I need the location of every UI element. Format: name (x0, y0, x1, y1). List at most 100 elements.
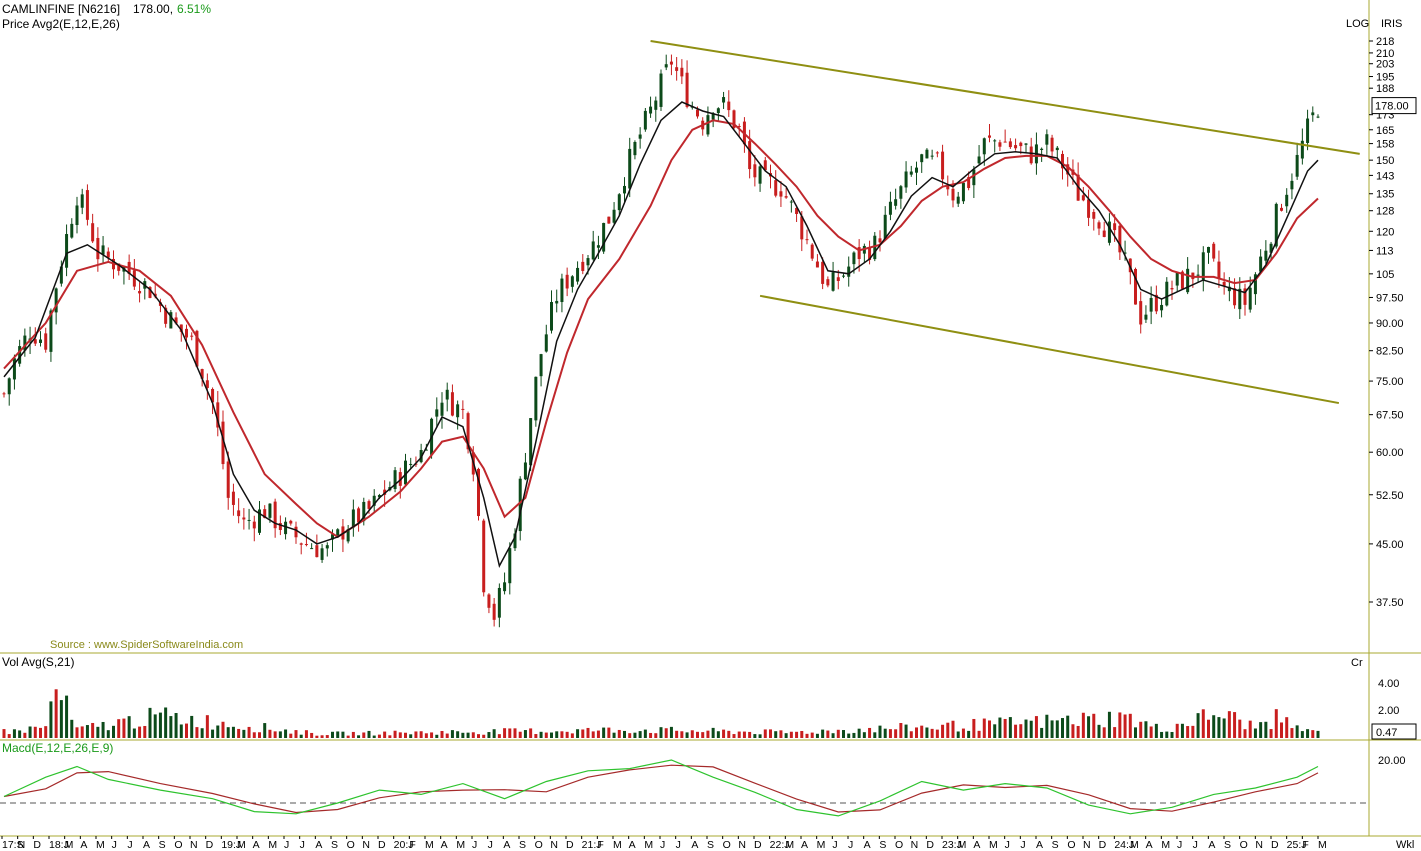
volume-bar (555, 731, 559, 738)
y-tick-label: 143 (1376, 170, 1394, 182)
volume-bar (742, 731, 746, 738)
candle (252, 515, 256, 542)
candle (643, 107, 647, 132)
candle (1024, 143, 1028, 153)
volume-bar (492, 729, 496, 738)
candle (753, 155, 757, 187)
volume-bar (873, 732, 877, 738)
volume-bar (920, 725, 924, 738)
x-tick-label: A (691, 839, 698, 851)
volume-bar (33, 726, 37, 738)
candle (1165, 277, 1169, 307)
volume-bar (96, 726, 100, 738)
volume-bar (925, 727, 929, 738)
volume-bar (701, 732, 705, 738)
volume-bar (456, 731, 460, 738)
candle (461, 400, 465, 420)
volume-bar (200, 728, 204, 738)
candle (633, 140, 637, 160)
volume-bar (372, 735, 376, 738)
symbol-title: CAMLINFINE [N6216] (2, 2, 120, 16)
candle (862, 243, 866, 264)
volume-bar (946, 722, 950, 738)
x-tick-label: O (174, 839, 182, 851)
volume-bar (1087, 716, 1091, 738)
x-tick-label: S (879, 839, 886, 851)
x-tick-label: J (472, 839, 477, 851)
x-tick-label: D (33, 839, 41, 851)
volume-bar (445, 733, 449, 738)
volume-bar (1081, 712, 1085, 738)
volume-bar (888, 729, 892, 738)
candle (1076, 162, 1080, 201)
volume-bar (1071, 724, 1075, 738)
candle (576, 261, 580, 285)
volume-bar (471, 732, 475, 738)
candle (935, 151, 939, 158)
volume-bar (591, 731, 595, 738)
volume-bar (664, 728, 668, 738)
volume-bar (930, 728, 934, 738)
x-tick-label: D (566, 839, 574, 851)
x-tick-label: S (1224, 839, 1231, 851)
candle (1201, 246, 1205, 292)
volume-bar (1274, 709, 1278, 738)
time-x-axis: 17:SN D 18:JM A M J J A S O N D 19:JM A M J J A S O N D 20:JF M… (1, 836, 1327, 851)
x-tick-label: J (660, 839, 665, 851)
source-credit: Source : www.SpiderSoftwareIndia.com (50, 639, 243, 651)
volume-bar (612, 732, 616, 738)
x-tick-label: O (1240, 839, 1248, 851)
volume-bar (278, 731, 282, 738)
x-tick-label: M (613, 839, 622, 851)
volume-bar (294, 730, 298, 738)
volume-bar (461, 732, 465, 738)
candle (85, 184, 89, 226)
volume-bar (643, 729, 647, 738)
volume-bar (1280, 722, 1283, 738)
volume-bar (523, 730, 527, 738)
x-tick-label: M (96, 839, 105, 851)
volume-bar (430, 732, 434, 738)
volume-bar (18, 730, 22, 738)
volume-bar (570, 733, 574, 738)
volume-bar (65, 695, 69, 738)
x-tick-label: A (1208, 839, 1215, 851)
volume-bar (336, 731, 340, 738)
volume-bar (857, 728, 861, 738)
volume-bar (1019, 724, 1023, 738)
candle (732, 109, 736, 130)
volume-bar (1029, 720, 1033, 738)
volume-bar (75, 727, 79, 738)
volume-last-value: 0.47 (1376, 727, 1397, 739)
volume-last-box (1371, 723, 1417, 740)
x-tick-label: D (754, 839, 762, 851)
candle (138, 282, 142, 303)
volume-bar (304, 730, 308, 738)
volume-bar (185, 723, 188, 738)
volume-bar (763, 729, 767, 738)
volume-bar (894, 729, 898, 738)
x-tick-label: N (1255, 839, 1263, 851)
candle (393, 467, 397, 493)
volume-bar (1186, 726, 1190, 738)
volume-bar (1248, 720, 1252, 738)
x-tick-label: J (676, 839, 681, 851)
volume-bar (675, 730, 679, 738)
volume-bar (909, 731, 913, 738)
volume-bar (732, 734, 736, 738)
candle (503, 572, 507, 595)
channel-upper-line (650, 40, 1360, 155)
y-tick-label: 75.00 (1376, 376, 1404, 388)
volume-bar (826, 730, 830, 738)
volume-bar (70, 719, 74, 738)
volume-bar (915, 727, 918, 738)
candle (80, 188, 84, 215)
candle (638, 127, 642, 149)
volume-bar (1061, 718, 1064, 738)
candle (39, 331, 42, 347)
candle (404, 453, 407, 486)
volume-bar (722, 729, 726, 738)
candle (602, 222, 606, 254)
volume-bar (1003, 718, 1007, 738)
candle (899, 184, 903, 209)
